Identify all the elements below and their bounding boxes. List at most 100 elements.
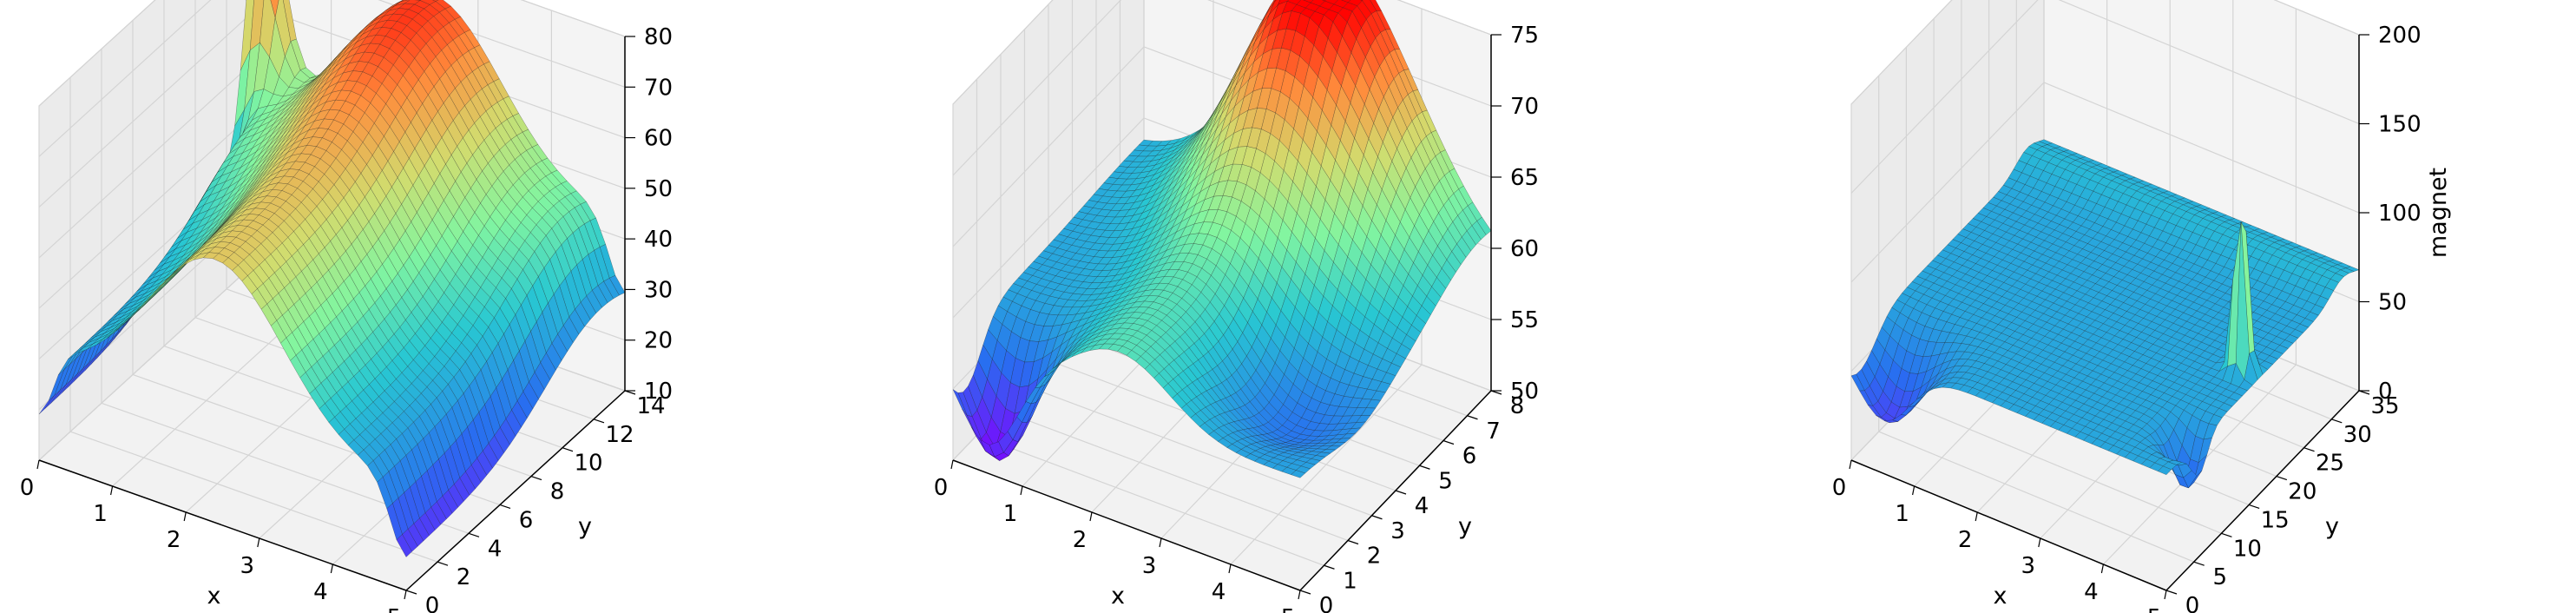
x-tick-label: 1	[93, 501, 108, 527]
y-tick	[2221, 532, 2232, 537]
x-tick	[2164, 590, 2167, 600]
surface-facet	[2157, 465, 2172, 476]
surface-facet	[1320, 449, 1337, 454]
z-tick-label: 50	[1510, 379, 1539, 405]
surface-facet	[1401, 334, 1416, 351]
x-tick	[1849, 459, 1852, 470]
x-tick-label: 5	[2147, 605, 2162, 613]
tick-labels: 012345012345678505560657075	[934, 23, 1539, 613]
surface-facet	[413, 517, 430, 542]
z-tick-label: 150	[2378, 112, 2422, 138]
y-tick-label: 10	[2233, 536, 2262, 562]
surface-facet	[1361, 407, 1377, 416]
z-tick-label: 30	[644, 277, 673, 303]
surface-facet	[246, 0, 247, 1]
x-tick-label: 4	[313, 579, 328, 605]
y-tick-label: 12	[605, 422, 634, 448]
surface-facet	[2162, 461, 2178, 471]
y-tick	[1419, 465, 1430, 470]
z-tick-label: 70	[1510, 94, 1539, 120]
y-axis-line	[2165, 390, 2360, 591]
y-tick-label: 7	[1486, 419, 1501, 445]
x-axis-label: x	[1111, 583, 1125, 610]
surface-facet	[249, 0, 265, 51]
x-tick	[330, 564, 333, 574]
y-tick	[2331, 419, 2343, 424]
y-tick-label: 20	[2288, 479, 2316, 505]
x-tick-label: 1	[1003, 501, 1018, 527]
gridline-z	[38, 0, 626, 107]
z-tick-label: 65	[1510, 165, 1539, 191]
x-tick	[1159, 537, 1162, 548]
z-tick-label: 100	[2378, 201, 2422, 227]
gridline-z	[1850, 82, 2360, 283]
surface-facet	[1295, 465, 1311, 474]
y-tick-label: 25	[2316, 451, 2344, 477]
surface-facet	[2233, 386, 2248, 397]
y-axis-label: y	[2325, 513, 2339, 540]
x-axis-line	[952, 459, 1301, 591]
surface-facet	[1310, 455, 1326, 461]
y-tick	[1347, 539, 1359, 545]
x-tick	[36, 459, 40, 470]
surface-facet	[1441, 259, 1456, 281]
tick-labels: 012345024681012141020304050607080	[20, 24, 673, 613]
x-tick	[2038, 537, 2041, 548]
y-tick-label: 6	[1462, 444, 1477, 470]
y-tick	[2248, 504, 2260, 509]
surface-facet	[1406, 325, 1422, 342]
surface	[38, 0, 626, 557]
y-tick-label: 10	[574, 451, 602, 477]
y-tick-label: 4	[1415, 493, 1429, 519]
z-tick-label: 60	[1510, 236, 1539, 262]
surface-facet	[2203, 423, 2218, 440]
axis-lines	[38, 36, 626, 591]
y-tick-label: 0	[1319, 593, 1334, 613]
x-tick	[1975, 511, 1978, 522]
y-tick	[1467, 415, 1478, 420]
surface-facet	[1265, 0, 1276, 17]
z-tick-label: 80	[644, 24, 673, 50]
surface-facet	[436, 495, 453, 520]
surface-facet	[424, 506, 442, 531]
surface-facet	[1456, 236, 1472, 258]
z-tick-label: 75	[1510, 23, 1539, 49]
surface-facet	[1321, 0, 1326, 2]
z-tick-label: 60	[644, 126, 673, 152]
y-tick	[405, 590, 417, 595]
x-tick-label: 3	[240, 553, 255, 579]
z-tick-label: 40	[644, 227, 673, 253]
gridline-z	[952, 0, 1492, 105]
surface-plot-2: 012345012345678505560657075xy	[868, 0, 1727, 613]
y-tick	[2193, 561, 2205, 566]
y-tick	[437, 561, 449, 566]
x-tick	[404, 590, 407, 600]
z-tick-label: 50	[644, 176, 673, 202]
x-axis-label: x	[207, 583, 221, 610]
x-axis-line	[38, 459, 407, 591]
y-tick	[2303, 447, 2315, 452]
y-tick	[499, 504, 511, 509]
y-tick-label: 30	[2343, 422, 2372, 448]
y-tick	[593, 419, 605, 424]
y-tick	[1299, 590, 1311, 595]
surface-facet	[2340, 267, 2355, 274]
x-tick-label: 3	[2021, 553, 2036, 579]
surface-facet	[2218, 402, 2233, 412]
x-tick-label: 5	[1281, 605, 1296, 613]
x-tick	[1089, 511, 1093, 522]
gridline-z	[1850, 0, 2360, 194]
surface-facet	[2279, 339, 2294, 349]
x-tick	[1298, 590, 1301, 600]
y-tick	[1371, 515, 1383, 520]
tick-labels: 01234505101520253035050100150200	[1832, 23, 2422, 613]
surface-facet	[2238, 379, 2253, 392]
surface-facet	[2213, 407, 2228, 419]
surface	[952, 0, 1492, 478]
y-tick-label: 1	[1343, 568, 1357, 594]
x-axis-label: x	[1994, 583, 2008, 610]
z-tick-label: 20	[644, 328, 673, 354]
surface-facet	[2208, 414, 2223, 426]
y-tick-label: 8	[1510, 393, 1525, 419]
surface-plot-1: 012345024681012141020304050607080xy	[0, 0, 859, 613]
